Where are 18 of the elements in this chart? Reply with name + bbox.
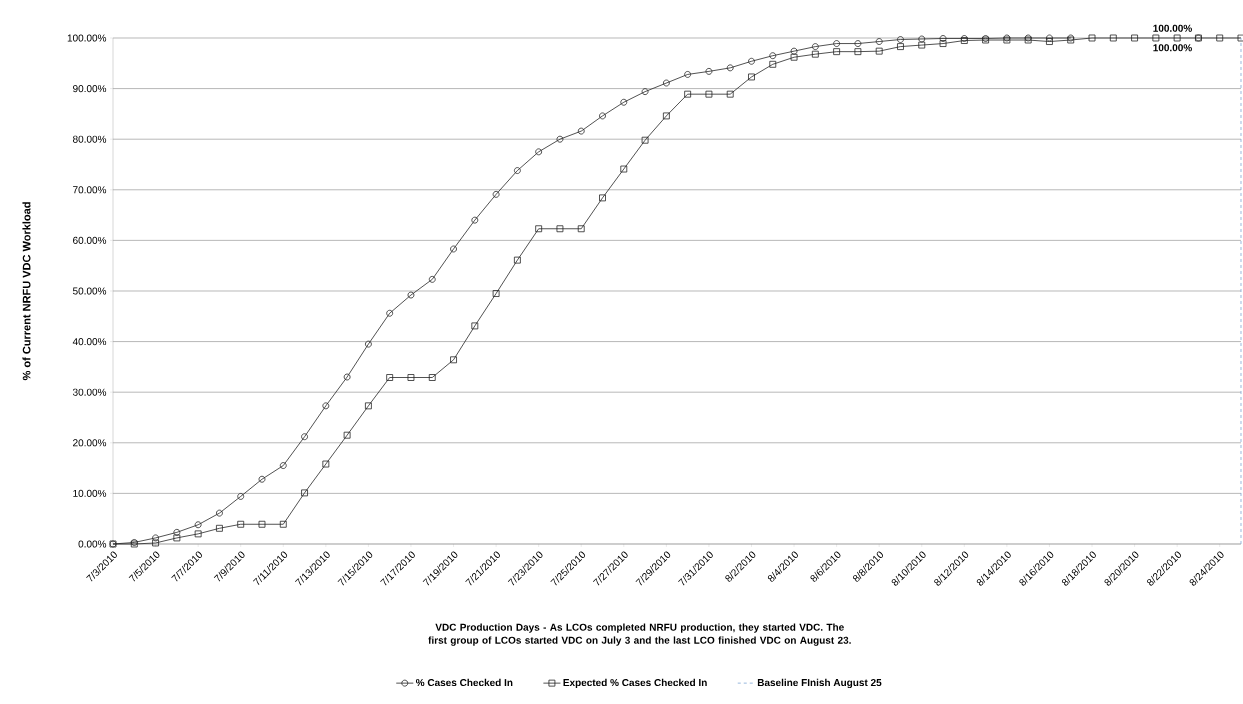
y-tick-label: 20.00% — [73, 439, 107, 447]
legend-label: % Cases Checked In — [415, 678, 513, 687]
y-tick-label: 90.00% — [73, 85, 107, 93]
y-tick-label: 50.00% — [72, 287, 107, 295]
y-tick-label: 70.00% — [73, 186, 107, 194]
y-tick-label: 40.00% — [72, 338, 107, 346]
data-label: 100.00% — [1153, 44, 1192, 52]
y-tick-label: 10.00% — [73, 489, 107, 497]
legend-label: Baseline FInish August 25 — [757, 678, 882, 689]
y-axis-title: % of Current NRFU VDC Workload — [22, 202, 31, 381]
y-tick-label: 80.00% — [73, 135, 107, 143]
y-tick-label: 100.00% — [67, 34, 107, 42]
data-label: 100.00% — [1153, 24, 1192, 32]
legend-label: Expected % Cases Checked In — [563, 678, 707, 689]
y-tick-label: 60.00% — [73, 236, 107, 244]
x-axis-title: VDC Production Days - As LCOs completed NRFU production, they started VDC. The first group of LCOs started VDC on July 3 and the last LCO finished VDC on August 23. — [428, 623, 851, 646]
y-tick-label: 0.00% — [78, 540, 107, 548]
y-tick-label: 30.00% — [72, 388, 107, 396]
